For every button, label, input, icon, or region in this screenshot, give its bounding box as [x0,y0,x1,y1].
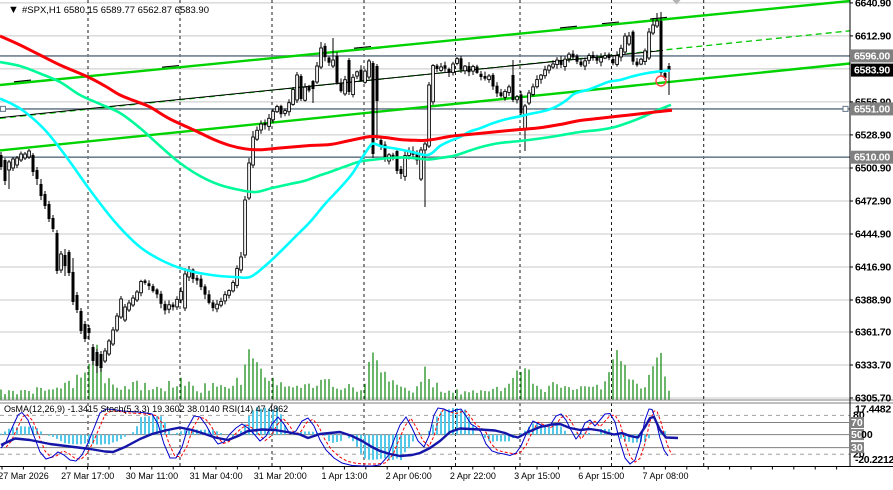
svg-text:50: 50 [851,429,863,441]
svg-text:6388.90: 6388.90 [855,295,891,307]
svg-text:6 Apr 15:00: 6 Apr 15:00 [578,471,624,481]
svg-text:6444.90: 6444.90 [855,229,891,241]
svg-text:30 Mar 11:00: 30 Mar 11:00 [126,471,178,481]
svg-text:31 Mar 04:00: 31 Mar 04:00 [190,471,243,481]
svg-text:OsMA(12,26,9) -1.3415 Stoch(5: OsMA(12,26,9) -1.3415 Stoch(5,3,3) 19.36… [4,404,288,414]
svg-text:27 Mar 2026: 27 Mar 2026 [0,471,49,481]
svg-text:1 Apr 13:00: 1 Apr 13:00 [321,471,367,481]
svg-text:6640.90: 6640.90 [855,0,891,9]
svg-text:80: 80 [853,410,865,422]
svg-text:7 Apr 08:00: 7 Apr 08:00 [642,471,688,481]
svg-text:6472.90: 6472.90 [855,196,891,208]
svg-text:-20.2212: -20.2212 [855,454,893,466]
svg-text:2 Apr 22:00: 2 Apr 22:00 [450,471,496,481]
svg-text:27 Mar 17:00: 27 Mar 17:00 [61,471,114,481]
svg-text:6612.90: 6612.90 [855,30,891,42]
svg-text:▼: ▼ [8,4,19,16]
svg-text:6596.00: 6596.00 [854,50,890,62]
svg-text:6510.00: 6510.00 [854,152,890,164]
svg-text:6583.90: 6583.90 [854,65,890,77]
svg-text:#SPX,H1 6580.15 6589.77 6562.: #SPX,H1 6580.15 6589.77 6562.87 6583.90 [22,5,209,16]
svg-text:00: 00 [861,429,873,441]
svg-text:17.4482: 17.4482 [855,404,891,416]
svg-text:31 Mar 20:00: 31 Mar 20:00 [254,471,307,481]
svg-text:2 Apr 06:00: 2 Apr 06:00 [386,471,432,481]
svg-text:3 Apr 15:00: 3 Apr 15:00 [514,471,560,481]
svg-text:6528.90: 6528.90 [855,129,891,141]
svg-text:6416.90: 6416.90 [855,262,891,274]
svg-text:30: 30 [851,442,863,454]
svg-text:6361.70: 6361.70 [855,327,891,339]
svg-text:6500.90: 6500.90 [855,163,891,175]
svg-text:6333.70: 6333.70 [855,360,891,372]
svg-text:20: 20 [853,449,865,461]
svg-text:6305.70: 6305.70 [855,393,891,405]
svg-text:70: 70 [851,417,863,429]
svg-text:6551.00: 6551.00 [854,103,890,115]
